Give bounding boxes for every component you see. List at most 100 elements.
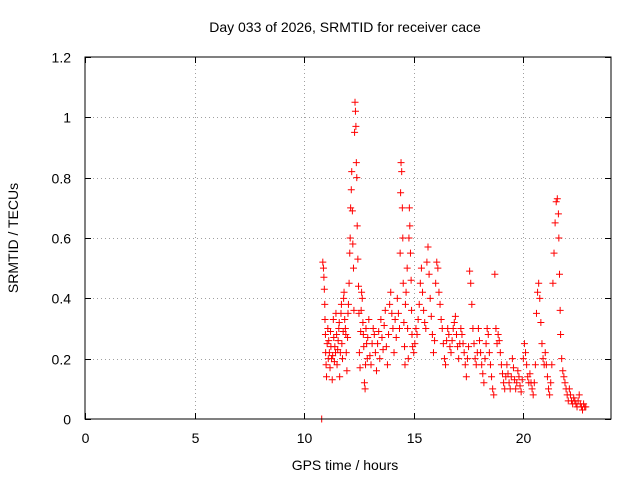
data-point bbox=[434, 264, 442, 272]
data-point bbox=[455, 355, 463, 363]
data-point bbox=[326, 328, 334, 336]
data-point bbox=[402, 288, 410, 296]
data-point bbox=[381, 306, 389, 314]
y-tick-label: 1 bbox=[63, 110, 71, 126]
data-point bbox=[344, 309, 352, 317]
data-point bbox=[403, 264, 411, 272]
data-point bbox=[548, 361, 556, 369]
data-point bbox=[554, 210, 562, 218]
data-point bbox=[383, 361, 391, 369]
data-point bbox=[342, 331, 350, 339]
data-point bbox=[336, 373, 344, 381]
data-point bbox=[393, 294, 401, 302]
data-point bbox=[466, 267, 474, 275]
data-point bbox=[462, 373, 470, 381]
data-point bbox=[364, 334, 372, 342]
data-point bbox=[341, 315, 349, 323]
data-point bbox=[561, 379, 569, 387]
data-point bbox=[340, 294, 348, 302]
data-point bbox=[488, 373, 496, 381]
data-point bbox=[426, 294, 434, 302]
data-point bbox=[526, 370, 534, 378]
data-point bbox=[486, 361, 494, 369]
data-point bbox=[375, 328, 383, 336]
data-point bbox=[449, 325, 457, 332]
data-point bbox=[535, 279, 543, 287]
data-point bbox=[328, 355, 336, 363]
data-point bbox=[545, 385, 553, 393]
data-point bbox=[355, 282, 363, 290]
data-point bbox=[320, 285, 328, 293]
data-point bbox=[570, 394, 578, 402]
data-point bbox=[342, 349, 350, 357]
data-point bbox=[399, 234, 407, 242]
data-point bbox=[337, 309, 345, 317]
data-point bbox=[514, 367, 522, 375]
data-point bbox=[582, 403, 590, 411]
data-point bbox=[335, 325, 343, 332]
data-point bbox=[496, 349, 504, 357]
data-point bbox=[358, 294, 366, 302]
data-point bbox=[328, 376, 336, 384]
data-point bbox=[371, 349, 379, 357]
data-point bbox=[330, 334, 338, 342]
data-point bbox=[366, 352, 374, 360]
data-point bbox=[566, 391, 574, 399]
data-point bbox=[360, 343, 368, 351]
data-point bbox=[348, 207, 356, 215]
data-point bbox=[433, 258, 441, 266]
data-point bbox=[459, 340, 467, 348]
data-point bbox=[470, 340, 478, 348]
data-point bbox=[431, 337, 439, 345]
data-point bbox=[541, 349, 549, 357]
data-point bbox=[377, 315, 385, 323]
y-tick-label: 0 bbox=[63, 412, 71, 428]
data-point bbox=[344, 334, 352, 342]
data-point bbox=[457, 325, 465, 332]
data-point bbox=[549, 279, 557, 287]
data-point bbox=[391, 315, 399, 323]
data-point bbox=[555, 234, 563, 242]
data-point bbox=[492, 325, 500, 332]
data-point bbox=[346, 249, 354, 257]
data-point bbox=[489, 385, 497, 393]
data-point bbox=[518, 376, 526, 384]
data-point bbox=[397, 159, 405, 167]
data-point bbox=[530, 379, 538, 387]
data-point bbox=[367, 361, 375, 369]
data-point bbox=[359, 318, 367, 326]
data-point bbox=[380, 321, 388, 329]
data-point bbox=[333, 361, 341, 369]
data-point bbox=[483, 325, 491, 332]
data-point bbox=[325, 349, 333, 357]
data-point bbox=[491, 270, 499, 278]
data-point bbox=[479, 370, 487, 378]
data-point bbox=[523, 361, 531, 369]
data-point bbox=[376, 355, 384, 363]
data-point bbox=[463, 355, 471, 363]
grid-lines bbox=[85, 57, 611, 419]
y-tick-label: 0.6 bbox=[52, 231, 72, 247]
data-point bbox=[404, 325, 412, 332]
data-point bbox=[494, 331, 502, 339]
data-point bbox=[416, 279, 424, 287]
data-point bbox=[405, 204, 413, 212]
data-point bbox=[529, 391, 537, 399]
data-point bbox=[503, 361, 511, 369]
data-point bbox=[360, 379, 368, 387]
data-point bbox=[396, 325, 404, 332]
data-point bbox=[471, 355, 479, 363]
data-point bbox=[565, 385, 573, 393]
y-axis-label: SRMTID / TECUs bbox=[5, 183, 21, 293]
data-point bbox=[338, 340, 346, 348]
data-point bbox=[508, 355, 516, 363]
data-point bbox=[555, 270, 563, 278]
data-point bbox=[319, 264, 327, 272]
data-point bbox=[445, 331, 453, 339]
data-point bbox=[460, 349, 468, 357]
data-point bbox=[414, 315, 422, 323]
data-point bbox=[345, 279, 353, 287]
data-point bbox=[432, 279, 440, 287]
data-point bbox=[321, 300, 329, 308]
